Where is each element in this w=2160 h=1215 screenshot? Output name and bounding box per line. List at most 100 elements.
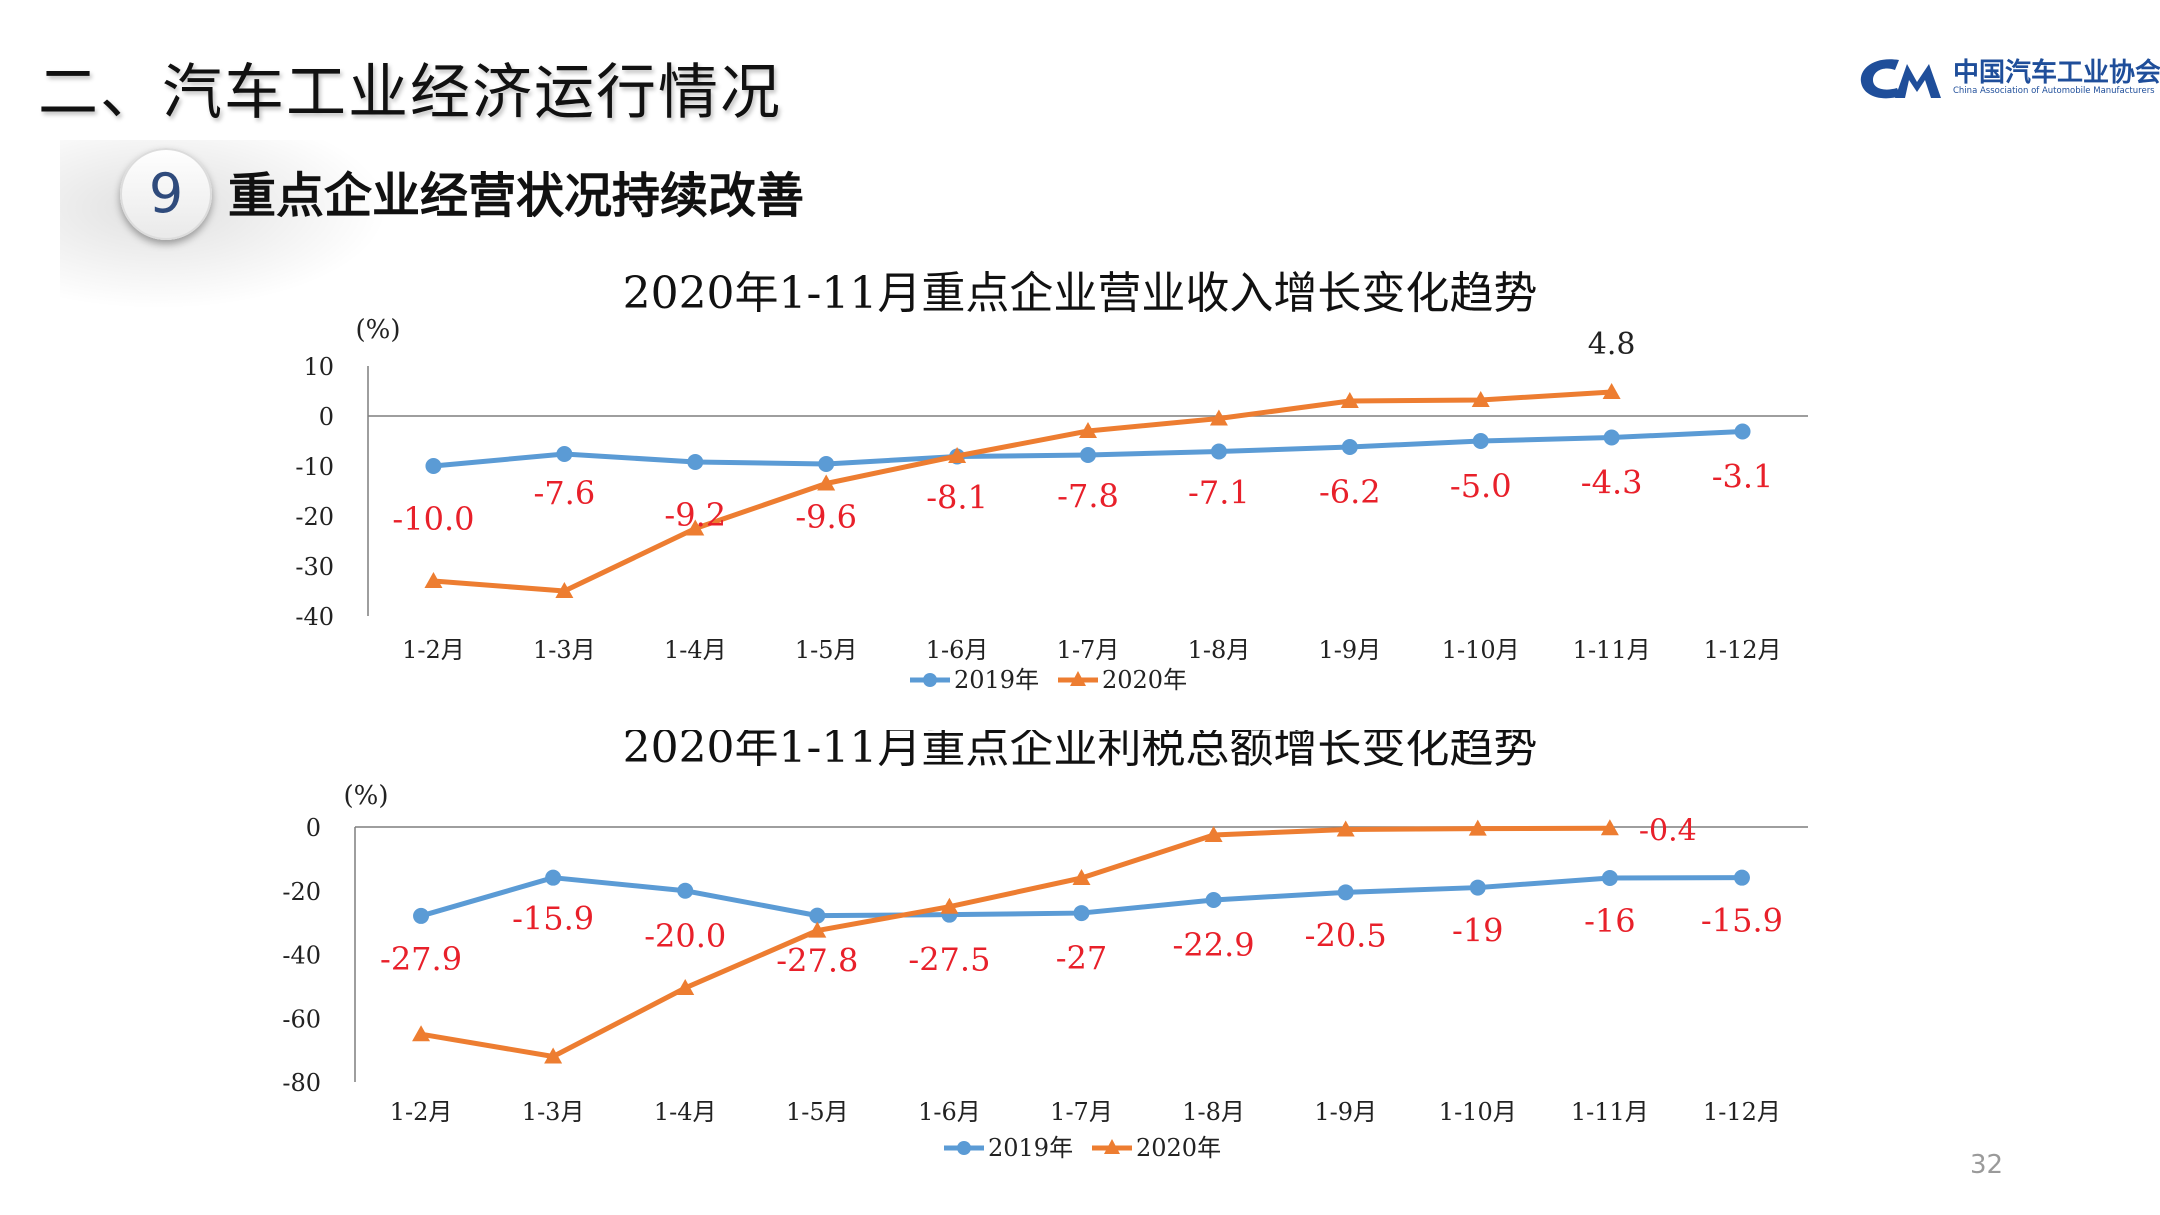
y-axis-unit-label: (%) (344, 781, 389, 811)
data-point-2019 (1601, 870, 1618, 886)
data-point-2019 (425, 458, 442, 474)
logo-cn-text: 中国汽车工业协会 (1953, 58, 2160, 88)
x-tick-label: 1-7月 (1050, 1098, 1113, 1126)
data-label-2020-last: 4.8 (1588, 327, 1636, 362)
data-point-2020 (1204, 825, 1223, 842)
x-tick-label: 1-4月 (664, 636, 727, 664)
data-label-2019: -20.0 (644, 917, 726, 955)
data-label-2019: -22.9 (1173, 926, 1255, 964)
legend-marker-2020 (1104, 1139, 1120, 1154)
data-point-2020 (686, 519, 705, 536)
y-tick-label: 10 (303, 353, 334, 381)
profit-tax-growth-chart: 2020年1-11月重点企业利税总额增长变化趋势 (%) 0 -20 -40 -60 -80… (282, 730, 1808, 1162)
data-point-2020 (1600, 819, 1619, 836)
data-point-2019 (677, 882, 694, 899)
data-label-2019: -8.1 (926, 479, 988, 517)
legend-marker-2020 (1070, 671, 1086, 686)
section-number-badge: 9 (120, 148, 212, 240)
x-tick-label: 1-3月 (522, 1098, 585, 1126)
data-point-2019 (809, 907, 826, 924)
data-point-2019 (1734, 423, 1751, 440)
section-title: 二、汽车工业经济运行情况 (38, 58, 782, 128)
data-point-2020 (808, 921, 827, 938)
x-tick-label: 1-3月 (533, 636, 596, 664)
data-point-2019 (818, 456, 835, 472)
data-point-2019 (687, 454, 704, 470)
series-line-1 (420, 825, 1610, 1059)
y-tick-label: -30 (295, 553, 334, 581)
data-point-2020 (948, 447, 967, 463)
data-point-2019 (1337, 884, 1354, 901)
x-tick-label: 1-11月 (1573, 636, 1651, 664)
data-label-2019: -27.8 (776, 942, 858, 980)
data-point-2020 (1471, 391, 1490, 407)
x-tick-label: 1-8月 (1188, 636, 1251, 664)
data-label-2019: -15.9 (512, 900, 594, 938)
x-tick-label: 1-11月 (1571, 1098, 1649, 1126)
badge-shadow (60, 140, 390, 310)
x-tick-label: 1-4月 (654, 1098, 717, 1126)
x-tick-label: 1-9月 (1318, 636, 1381, 664)
slide-subtitle: 重点企业经营状况持续改善 (228, 168, 805, 224)
data-label-2019: -6.2 (1319, 473, 1381, 511)
data-point-2020 (1340, 392, 1359, 408)
x-tick-label: 1-5月 (795, 636, 858, 664)
data-point-2019 (545, 869, 562, 886)
data-point-2020 (1336, 820, 1355, 837)
data-label-2019: -4.3 (1581, 464, 1643, 502)
data-label-2019: -27.5 (908, 941, 990, 979)
data-point-2019 (1341, 439, 1358, 455)
legend-label-2020: 2020年 (1136, 1134, 1221, 1162)
y-tick-label: -20 (282, 878, 321, 906)
data-label-2019: -16 (1584, 902, 1636, 940)
y-tick-label: 0 (306, 814, 321, 842)
y-tick-label: -10 (295, 453, 334, 481)
legend-label-2019: 2019年 (954, 666, 1039, 694)
x-tick-label: 1-12月 (1703, 1098, 1781, 1126)
data-label-2019: -27.9 (380, 940, 462, 978)
series-line-1 (433, 389, 1612, 594)
data-point-2019 (1210, 443, 1227, 460)
y-tick-label: -20 (295, 503, 334, 531)
data-point-2020 (1602, 383, 1621, 399)
data-point-2020 (676, 978, 695, 995)
data-label-2019: -9.2 (664, 496, 726, 534)
data-point-2020 (817, 474, 836, 491)
y-tick-label: -40 (295, 603, 334, 631)
data-point-2020 (424, 572, 443, 588)
x-tick-label: 1-5月 (786, 1098, 849, 1126)
y-tick-label: -80 (282, 1069, 321, 1097)
chart-title: 2020年1-11月重点企业利税总额增长变化趋势 (623, 730, 1538, 773)
data-label-2020-last: -0.4 (1639, 813, 1697, 848)
y-tick-label: 0 (319, 403, 334, 431)
y-axis-unit-label: (%) (356, 315, 401, 345)
x-tick-label: 1-10月 (1439, 1098, 1517, 1126)
x-tick-label: 1-6月 (926, 636, 989, 664)
data-point-2019 (413, 907, 430, 924)
data-label-2019: -27 (1056, 939, 1108, 977)
data-label-2019: -20.5 (1305, 916, 1387, 954)
x-tick-label: 1-12月 (1704, 636, 1782, 664)
data-point-2020 (1079, 422, 1097, 438)
data-point-2019 (1603, 429, 1620, 446)
legend-label-2020: 2020年 (1102, 666, 1187, 694)
chart-title: 2020年1-11月重点企业营业收入增长变化趋势 (623, 270, 1538, 319)
revenue-growth-chart: 2020年1-11月重点企业营业收入增长变化趋势 (%) 10 0 -10 -20 -30 -… (295, 270, 1808, 694)
data-point-2020 (1072, 869, 1091, 885)
x-tick-label: 1-8月 (1182, 1098, 1245, 1126)
x-tick-label: 1-2月 (402, 636, 465, 664)
x-tick-label: 1-2月 (390, 1098, 453, 1126)
logo-mark-icon (1860, 59, 1941, 99)
data-label-2019: -3.1 (1712, 458, 1774, 496)
data-label-2019: -15.9 (1701, 902, 1783, 940)
data-point-2020 (1209, 409, 1228, 426)
data-point-2019 (1733, 869, 1750, 886)
x-tick-label: 1-10月 (1442, 636, 1520, 664)
logo-en-text: China Association of Automobile Manufact… (1953, 86, 2155, 96)
data-point-2020 (940, 897, 959, 914)
data-point-2019 (1469, 879, 1486, 896)
data-label-2019: -7.1 (1188, 474, 1250, 512)
data-point-2020 (544, 1047, 563, 1064)
data-point-2020 (412, 1025, 431, 1042)
data-point-2020 (555, 582, 574, 598)
